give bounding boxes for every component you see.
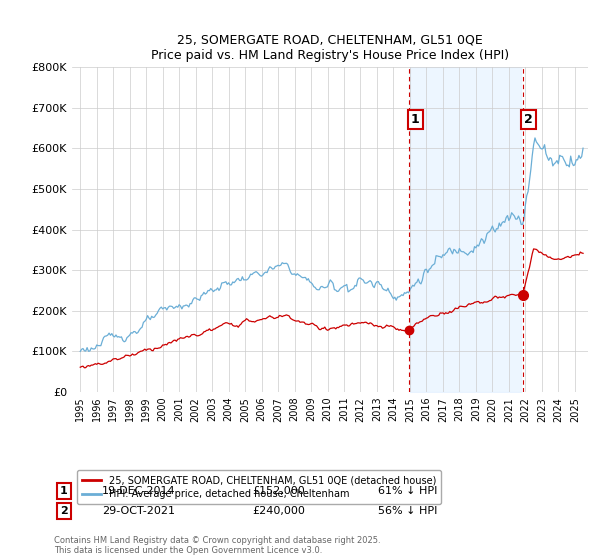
Text: 1: 1 (411, 113, 419, 125)
Legend: 25, SOMERGATE ROAD, CHELTENHAM, GL51 0QE (detached house), HPI: Average price, d: 25, SOMERGATE ROAD, CHELTENHAM, GL51 0QE… (77, 470, 441, 504)
Text: 2: 2 (524, 113, 533, 125)
Text: £152,000: £152,000 (252, 486, 305, 496)
Text: 2: 2 (60, 506, 68, 516)
Title: 25, SOMERGATE ROAD, CHELTENHAM, GL51 0QE
Price paid vs. HM Land Registry's House: 25, SOMERGATE ROAD, CHELTENHAM, GL51 0QE… (151, 34, 509, 62)
Text: Contains HM Land Registry data © Crown copyright and database right 2025.
This d: Contains HM Land Registry data © Crown c… (54, 536, 380, 556)
Text: 1: 1 (60, 486, 68, 496)
Text: 56% ↓ HPI: 56% ↓ HPI (378, 506, 437, 516)
Text: 19-DEC-2014: 19-DEC-2014 (102, 486, 176, 496)
Text: £240,000: £240,000 (252, 506, 305, 516)
Text: 29-OCT-2021: 29-OCT-2021 (102, 506, 175, 516)
Text: 61% ↓ HPI: 61% ↓ HPI (378, 486, 437, 496)
